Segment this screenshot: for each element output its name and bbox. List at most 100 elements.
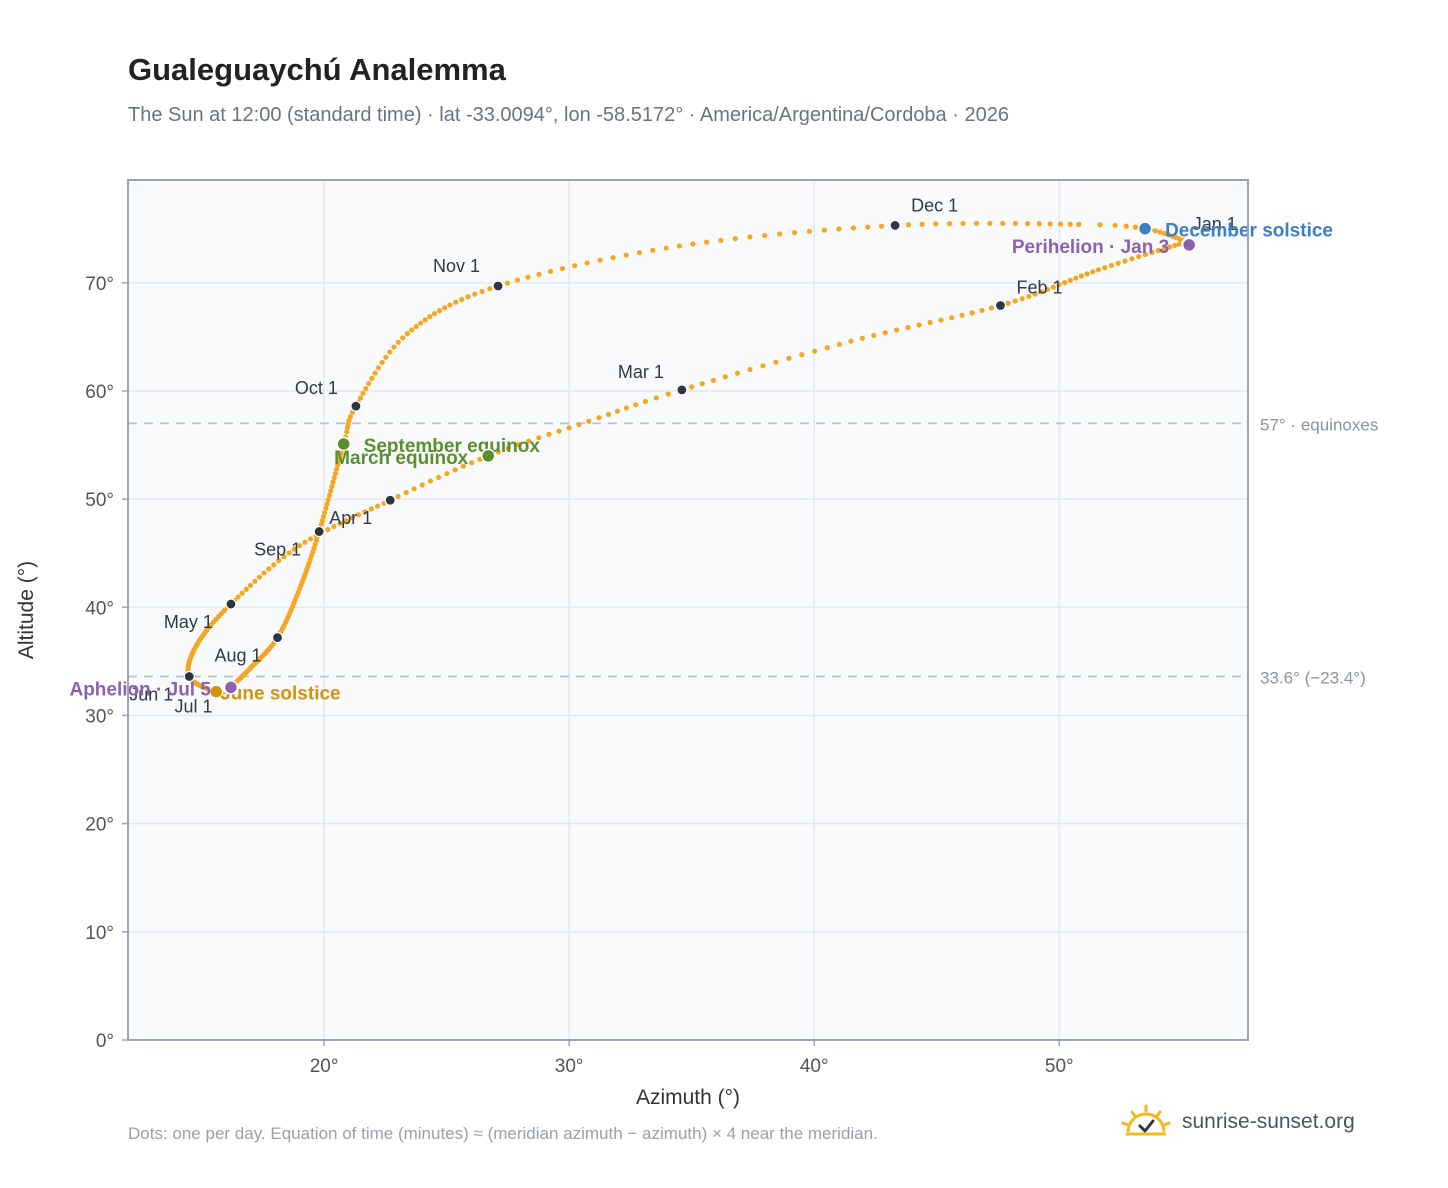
daily-dot <box>960 220 966 227</box>
daily-dot <box>413 323 419 330</box>
daily-dot <box>547 268 554 274</box>
daily-dot <box>337 520 343 527</box>
event-label: Aphelion · Jul 5 <box>69 679 211 700</box>
daily-dot <box>312 541 318 547</box>
daily-dot <box>821 227 827 233</box>
daily-dot <box>916 322 922 328</box>
daily-dot <box>477 456 483 462</box>
daily-dot <box>536 435 542 441</box>
daily-dot <box>383 354 389 360</box>
reference-lines: 57° · equinoxes 33.6° (−23.4°) <box>128 415 1378 688</box>
daily-dot <box>419 482 425 488</box>
month-marker-label: Sep 1 <box>254 540 301 560</box>
month-marker-label: Mar 1 <box>618 362 664 382</box>
daily-dot <box>878 223 885 229</box>
daily-dot <box>905 324 911 331</box>
daily-dot <box>1172 242 1178 248</box>
daily-dot <box>836 226 842 232</box>
daily-dot <box>871 332 877 339</box>
daily-dot <box>747 234 753 240</box>
daily-dot <box>1157 229 1163 235</box>
daily-dot <box>369 375 375 381</box>
daily-dot <box>372 370 378 376</box>
daily-dot <box>325 526 331 533</box>
daily-dot <box>271 562 277 568</box>
daily-dot <box>515 442 522 448</box>
daily-dot <box>959 312 965 318</box>
month-marker-dot <box>384 494 396 506</box>
daily-dot <box>1012 298 1018 304</box>
daily-dot <box>1112 222 1118 228</box>
daily-dot <box>566 425 572 431</box>
daily-dot <box>988 305 995 311</box>
month-marker-dot <box>225 598 237 610</box>
plot-background <box>128 180 1248 1040</box>
daily-dot <box>1067 221 1073 227</box>
event-dot <box>208 684 224 699</box>
daily-dot <box>329 483 335 490</box>
daily-dot <box>979 307 985 314</box>
daily-dot <box>469 460 475 466</box>
daily-dot <box>1000 220 1006 226</box>
daily-dot <box>404 331 410 337</box>
footnote: Dots: one per day. Equation of time (min… <box>128 1124 878 1143</box>
brand-name[interactable]: sunrise-sunset.org <box>1182 1110 1355 1133</box>
daily-dot <box>356 512 362 518</box>
daily-dot <box>905 222 912 228</box>
daily-dot <box>307 536 314 542</box>
daily-dot <box>919 221 925 227</box>
daily-dot <box>882 330 888 336</box>
daily-dot <box>747 366 753 373</box>
daily-dot <box>335 462 341 468</box>
daily-dot <box>347 414 353 420</box>
daily-dot <box>722 374 728 380</box>
chart-subtitle: The Sun at 12:00 (standard time) · lat -… <box>128 104 1009 126</box>
daily-dot <box>773 359 779 365</box>
event-dot <box>223 680 239 695</box>
brand[interactable]: sunrise-sunset.org <box>1120 1104 1355 1140</box>
daily-dot <box>1108 262 1115 269</box>
reference-line-label: 57° · equinoxes <box>1260 415 1378 434</box>
daily-dot <box>442 305 448 311</box>
daily-dot <box>1090 269 1096 275</box>
daily-dot <box>447 302 453 308</box>
daily-dot <box>732 236 738 242</box>
daily-dot <box>363 385 369 392</box>
daily-dot <box>824 345 830 351</box>
month-marker-label: Apr 1 <box>329 508 372 528</box>
daily-dot <box>946 221 953 227</box>
y-tick-label: 70° <box>85 274 114 295</box>
daily-dot <box>546 431 552 437</box>
daily-dot <box>1012 220 1018 227</box>
daily-dot <box>1149 249 1155 256</box>
daily-dot <box>1056 282 1062 288</box>
daily-dot <box>375 365 382 371</box>
daily-dot <box>344 429 350 435</box>
daily-dot <box>1176 241 1183 247</box>
daily-dot <box>495 449 501 455</box>
x-tick-label: 20° <box>310 1056 339 1077</box>
daily-dot <box>375 503 381 509</box>
daily-dot <box>324 501 330 507</box>
daily-dot <box>261 570 267 576</box>
daily-dot <box>710 377 717 383</box>
daily-dot <box>1078 273 1085 279</box>
daily-dot <box>1122 258 1128 264</box>
daily-dot <box>536 271 542 277</box>
daily-dot <box>689 384 695 390</box>
month-marker-label: Oct 1 <box>295 378 338 398</box>
daily-dot <box>460 463 467 469</box>
daily-dot <box>786 355 792 361</box>
y-tick-label: 50° <box>85 490 114 511</box>
daily-dot <box>734 370 741 376</box>
daily-dot <box>453 299 459 305</box>
daily-dot <box>331 475 337 481</box>
daily-dot <box>1005 300 1011 306</box>
daily-dot <box>623 252 629 258</box>
event-label: December solstice <box>1165 221 1333 242</box>
daily-dot <box>1102 265 1108 271</box>
plot-frame <box>127 179 1249 1041</box>
daily-dot <box>427 314 433 320</box>
daily-dot <box>387 349 393 355</box>
